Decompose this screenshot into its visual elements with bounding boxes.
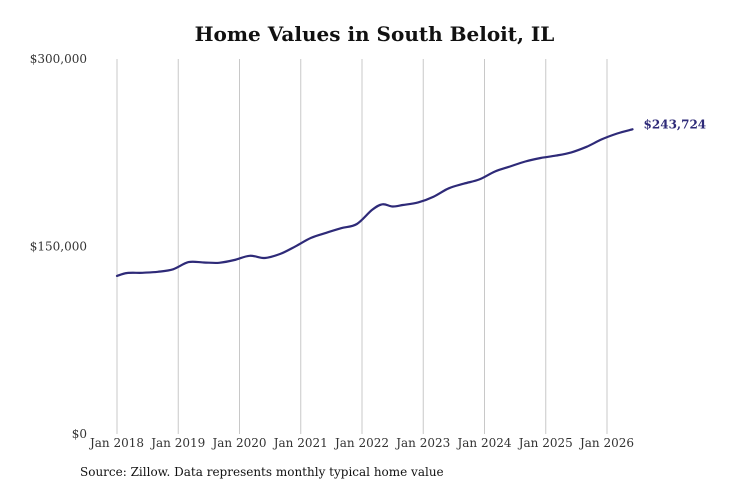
x-tick-label: Jan 2019 — [149, 436, 205, 450]
x-tick-label: Jan 2024 — [455, 436, 511, 450]
grid-lines — [116, 59, 608, 434]
x-tick-label: Jan 2020 — [210, 436, 266, 450]
x-axis-ticks: Jan 2018 Jan 2019 Jan 2020 Jan 2021 Jan 2022… — [88, 436, 634, 450]
chart-title: Home Values in South Beloit, IL — [194, 22, 555, 46]
end-value-label: $243,724 — [644, 117, 707, 131]
x-tick-label: Jan 2023 — [394, 436, 450, 450]
x-tick-label: Jan 2026 — [578, 436, 634, 450]
x-tick-label: Jan 2025 — [517, 436, 573, 450]
x-tick-label: Jan 2018 — [88, 436, 144, 450]
y-tick-label: $0 — [72, 427, 87, 441]
y-tick-label: $300,000 — [30, 52, 87, 66]
x-tick-label: Jan 2021 — [272, 436, 328, 450]
x-tick-label: Jan 2022 — [333, 436, 389, 450]
series-line — [115, 128, 634, 277]
y-axis-ticks: $0 $150,000 $300,000 — [30, 52, 87, 441]
source-note: Source: Zillow. Data represents monthly … — [80, 465, 444, 479]
y-tick-label: $150,000 — [30, 240, 87, 254]
series-layer: $243,724 — [115, 117, 707, 277]
